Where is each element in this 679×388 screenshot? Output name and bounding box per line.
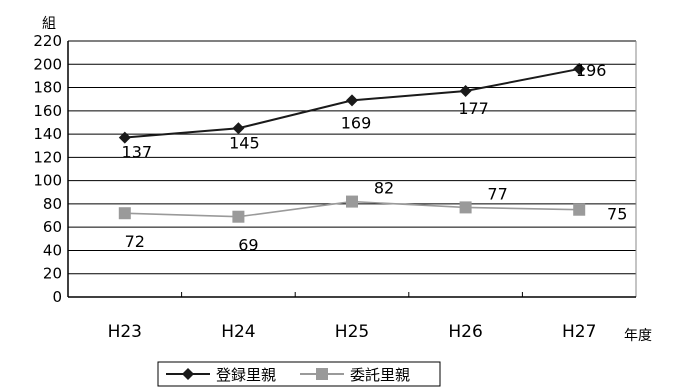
series-1: 137 145 169 177 196 [118,61,607,162]
y-tick-label: 80 [43,195,62,213]
x-axis-ticks: H23 H24 H25 H26 H27 [67,292,637,342]
x-tick-label: H25 [335,322,369,342]
x-axis-unit-label: 年度 [624,328,652,344]
data-point-marker [346,94,358,107]
y-tick-label: 100 [33,172,62,190]
y-tick-label: 160 [33,102,62,120]
legend-label-series-2: 委託里親 [350,366,410,384]
x-tick-label: H26 [448,322,482,342]
data-label: 169 [341,113,372,132]
legend: 登録里親 委託里親 [157,361,441,387]
y-axis-ticks: 0 20 40 60 80 100 120 140 160 180 200 220 [33,32,62,306]
y-tick-label: 60 [43,218,62,236]
data-label: 177 [458,99,489,118]
legend-label-series-1: 登録里親 [216,366,276,384]
series-layer: 137 145 169 177 196 72 69 82 77 75 [118,61,627,255]
data-point-marker [346,195,358,208]
data-point-marker [459,201,472,214]
data-label: 196 [576,61,607,80]
y-tick-label: 180 [33,79,62,97]
y-tick-label: 40 [43,241,62,259]
y-tick-label: 0 [52,288,62,306]
data-point-marker [573,203,586,216]
x-tick-label: H23 [108,322,142,342]
x-tick-label: H24 [221,322,255,342]
y-tick-label: 200 [33,55,62,73]
data-point-marker [118,207,131,220]
data-label: 77 [487,184,507,203]
y-axis-unit-label: 組 [42,16,56,32]
data-point-marker [232,210,245,223]
y-tick-label: 120 [33,148,62,166]
data-label: 75 [607,205,627,224]
data-point-marker [573,62,586,75]
legend-marker-series-2 [316,368,328,380]
grid-lines [68,40,636,275]
legend-marker-series-1 [182,368,194,380]
data-label: 145 [229,133,260,152]
data-point-marker [232,122,245,135]
x-tick-label: H27 [562,322,596,342]
data-label: 69 [238,236,258,255]
data-point-marker [459,85,472,98]
axes [67,41,637,298]
y-tick-label: 140 [33,125,62,143]
y-tick-label: 20 [43,265,62,283]
data-label: 82 [374,179,394,198]
y-tick-label: 220 [33,32,62,50]
legend-box [157,361,441,387]
data-label: 137 [122,143,153,162]
series-2: 72 69 82 77 75 [118,179,627,255]
data-point-marker [118,131,131,144]
data-label: 72 [125,232,145,251]
